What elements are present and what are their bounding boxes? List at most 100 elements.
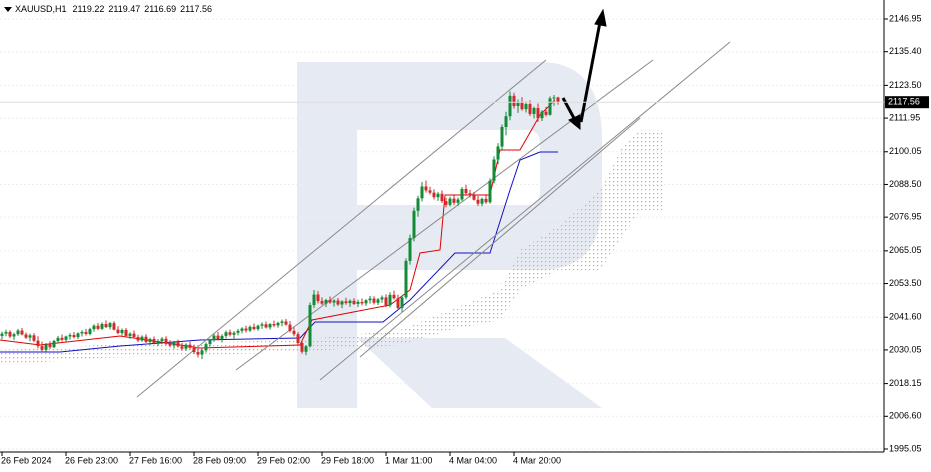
- candle-body: [172, 342, 176, 346]
- candle-body: [220, 335, 224, 340]
- last-low: 2116.69: [144, 4, 176, 14]
- candle-body: [548, 98, 552, 115]
- candle-body: [136, 337, 140, 341]
- candle-body: [56, 337, 60, 342]
- x-tick-label: 4 Mar 20:00: [513, 455, 561, 465]
- candle-body: [544, 111, 548, 115]
- candle-body: [200, 350, 204, 355]
- x-tick-label: 28 Feb 09:00: [193, 455, 246, 465]
- candle-body: [96, 325, 100, 329]
- candle-body: [156, 341, 160, 343]
- candle-body: [408, 237, 412, 261]
- candle-body: [4, 331, 8, 334]
- ichimoku-cloud: [0, 130, 662, 365]
- candle-body: [312, 294, 316, 306]
- candle-body: [476, 199, 480, 204]
- candle-body: [420, 186, 424, 199]
- candle-body: [472, 195, 476, 200]
- last-open: 2119.22: [73, 4, 105, 14]
- candle-body: [280, 321, 284, 323]
- candle-body: [384, 297, 388, 306]
- candle-body: [532, 108, 536, 114]
- candle-body: [192, 347, 196, 353]
- candle-body: [152, 339, 156, 343]
- candle-body: [432, 192, 436, 198]
- y-tick-label: 2041.60: [889, 312, 922, 322]
- trend-line: [136, 59, 547, 398]
- candle-body: [128, 333, 132, 336]
- candle-body: [272, 324, 276, 326]
- x-tick-label: 26 Feb 23:00: [65, 455, 118, 465]
- candle-body: [404, 260, 408, 298]
- y-tick-label: 2135.40: [889, 46, 922, 56]
- candle-body: [224, 332, 228, 336]
- candle-body: [372, 298, 376, 303]
- arrow-head: [568, 114, 581, 131]
- candle-body: [364, 300, 368, 304]
- candle-body: [184, 344, 188, 349]
- candle-body: [40, 346, 44, 350]
- candle-body: [528, 104, 532, 114]
- candle-body: [536, 108, 540, 119]
- candle-body: [356, 301, 360, 304]
- candle-body: [304, 346, 308, 352]
- candle-body: [308, 305, 312, 347]
- y-tick-label: 2146.95: [889, 13, 922, 23]
- arrow: [561, 97, 577, 121]
- candle-body: [188, 344, 192, 348]
- candle-body: [552, 97, 556, 99]
- x-tick-label: 29 Feb 02:00: [257, 455, 310, 465]
- candle-body: [72, 335, 76, 338]
- price-label: 2117.56: [888, 97, 920, 107]
- candle-body: [100, 324, 104, 329]
- candle-body: [120, 329, 124, 334]
- candle-body: [160, 338, 164, 342]
- candle-body: [144, 336, 148, 342]
- candle-body: [360, 301, 364, 304]
- candle-body: [344, 301, 348, 304]
- candle-body: [36, 340, 40, 347]
- candle-body: [368, 298, 372, 301]
- candle-body: [276, 322, 280, 326]
- candle-body: [48, 344, 52, 348]
- candle-body: [228, 332, 232, 335]
- y-tick-label: 2111.95: [889, 112, 920, 122]
- trend-lines: [136, 41, 731, 398]
- candle-body: [296, 334, 300, 343]
- candle-body: [492, 159, 496, 181]
- candle-body: [108, 323, 112, 328]
- candle-body: [112, 323, 116, 330]
- candle-body: [464, 188, 468, 194]
- candle-body: [460, 188, 464, 200]
- y-tick-label: 1995.05: [889, 443, 922, 453]
- x-tick-label: 29 Feb 18:00: [321, 455, 374, 465]
- candle-body: [12, 334, 16, 337]
- candle-body: [332, 300, 336, 303]
- candle-body: [76, 333, 80, 338]
- candle-body: [20, 330, 24, 335]
- candle-body: [352, 300, 356, 304]
- candle-body: [452, 198, 456, 203]
- candle-body: [340, 301, 344, 305]
- candle-body: [252, 326, 256, 330]
- y-tick-label: 2006.60: [889, 411, 922, 421]
- axis-labels: 2146.95 2135.40 2123.50 2111.95 2100.05 2088.…: [0, 13, 929, 465]
- y-tick-label: 2100.05: [889, 146, 922, 156]
- x-tick-label: 27 Feb 16:00: [129, 455, 182, 465]
- candle-body: [396, 298, 400, 308]
- candle-body: [456, 199, 460, 203]
- candle-body: [240, 328, 244, 331]
- candle-body: [428, 190, 432, 193]
- candle-body: [416, 198, 420, 211]
- candle-body: [236, 330, 240, 333]
- candle-body: [32, 335, 36, 341]
- y-tick-label: 2018.15: [889, 378, 922, 388]
- candle-body: [376, 299, 380, 303]
- candle-body: [164, 338, 168, 344]
- candle-body: [468, 193, 472, 196]
- candle-body: [104, 324, 108, 328]
- candle-body: [292, 330, 296, 335]
- candle-body: [328, 299, 332, 303]
- candle-body: [444, 201, 448, 205]
